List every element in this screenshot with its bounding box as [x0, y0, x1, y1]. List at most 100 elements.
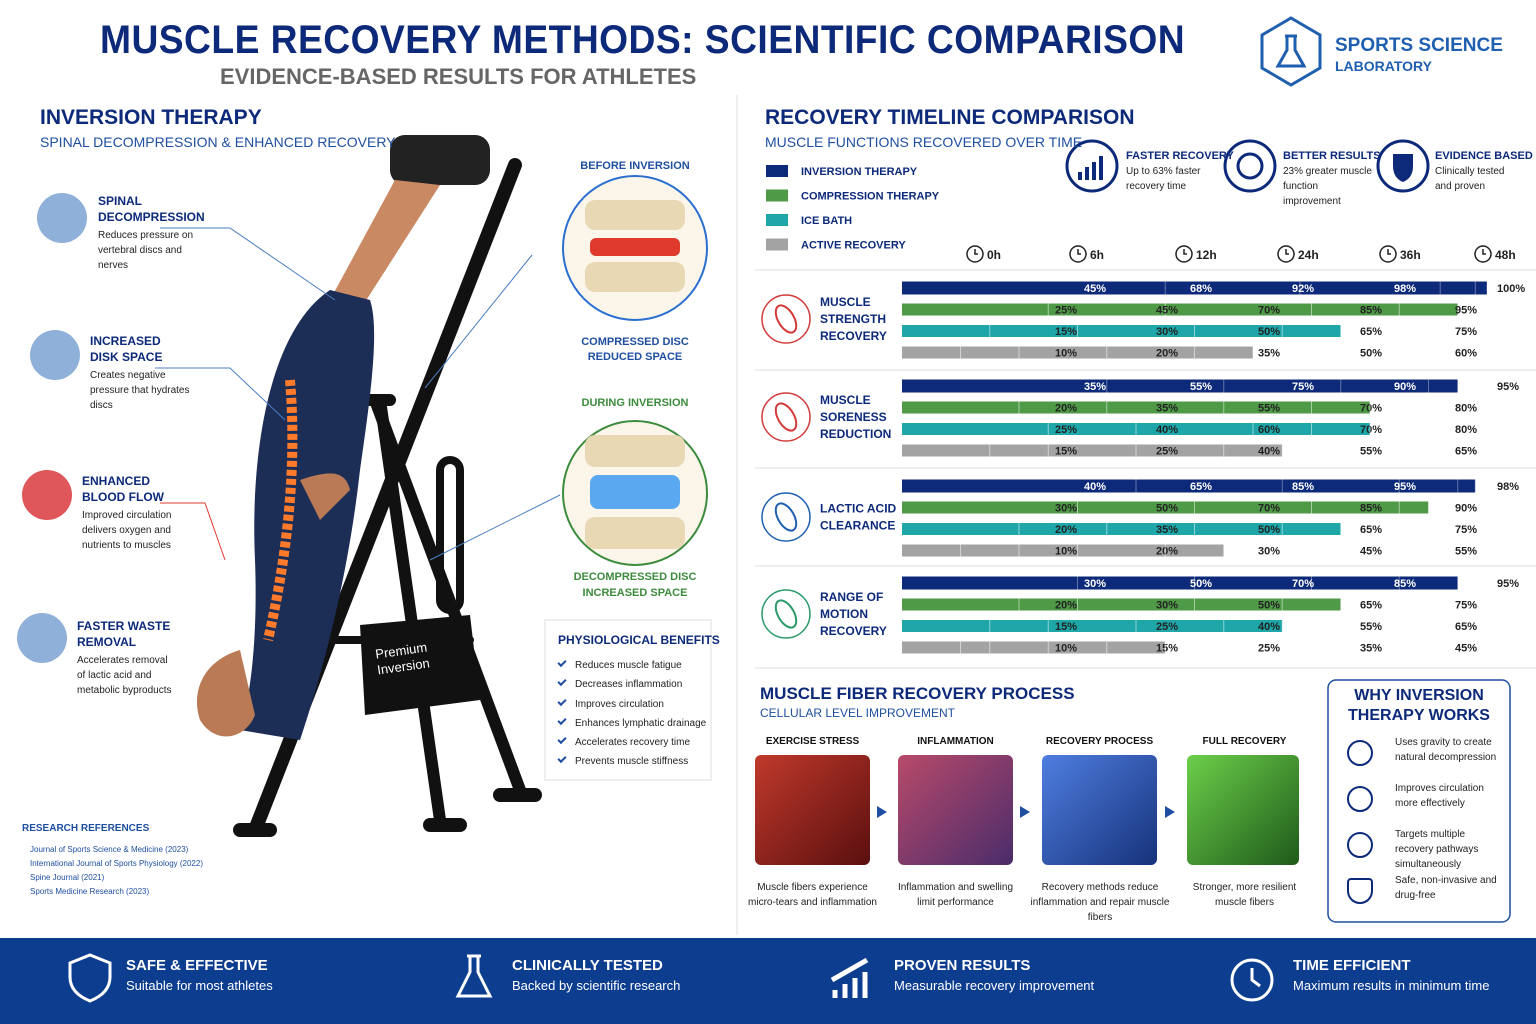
value-label: 70%: [1360, 424, 1382, 436]
value-label: 70%: [1360, 403, 1382, 415]
group-label: MUSCLE SORENESS REDUCTION: [820, 393, 891, 441]
benefit-item-text: Prevents muscle stiffness: [575, 756, 689, 768]
value-label: 70%: [1292, 578, 1314, 590]
value-label: 30%: [1084, 578, 1106, 590]
benefit-icon: [22, 470, 72, 520]
bar: [902, 346, 1253, 359]
page-title: MUSCLE RECOVERY METHODS: SCIENTIFIC COMP…: [100, 18, 1186, 62]
benefit-list: Reduces muscle fatigue Decreases inflamma…: [557, 657, 706, 774]
x-tick-label: 0h: [987, 248, 1001, 262]
footer-icon: [830, 957, 869, 998]
highlight-title: FASTER RECOVERY: [1126, 150, 1234, 162]
references-list: Journal of Sports Science & Medicine (20…: [22, 845, 203, 901]
clock-hands: [1387, 249, 1391, 255]
value-label: 25%: [1055, 424, 1077, 436]
why-item: Improves circulation more effectively: [1395, 783, 1484, 809]
pointer-line: [429, 494, 561, 561]
value-label: 30%: [1055, 503, 1077, 515]
group-label: LACTIC ACID CLEARANCE: [820, 502, 897, 533]
value-label: 15%: [1156, 643, 1178, 655]
value-label: 65%: [1360, 326, 1382, 338]
step-text: Stronger, more resilient muscle fibers: [1192, 882, 1297, 908]
footer-text: Suitable for most athletes: [126, 978, 273, 993]
value-label: 50%: [1190, 578, 1212, 590]
step-title: EXERCISE STRESS: [765, 736, 860, 747]
benefit-item: Accelerates recovery time: [557, 735, 706, 754]
benefit-text: Reduces pressure on vertebral discs and …: [98, 230, 194, 271]
value-label: 75%: [1455, 326, 1477, 338]
benefit-text: Improved circulation delivers oxygen and…: [82, 510, 172, 551]
value-label: 35%: [1156, 403, 1178, 415]
step-text: Muscle fibers experience micro-tears and…: [748, 882, 877, 908]
value-label: 68%: [1190, 283, 1212, 295]
value-label: 45%: [1156, 305, 1178, 317]
value-label: 45%: [1360, 546, 1382, 558]
footer-band: [0, 938, 1536, 1024]
why-icon: [1347, 786, 1373, 812]
group-label: RANGE OF MOTION RECOVERY: [820, 590, 887, 638]
value-label: 55%: [1258, 403, 1280, 415]
benefit-title: FASTER WASTE REMOVAL: [77, 619, 171, 649]
section-title: INVERSION THERAPY: [40, 106, 262, 129]
benefit-title: ENHANCED BLOOD FLOW: [82, 474, 164, 504]
reference: Sports Medicine Research (2023): [30, 887, 150, 896]
value-label: 25%: [1055, 305, 1077, 317]
value-label: 20%: [1055, 524, 1077, 536]
benefit-item: Improves circulation: [557, 696, 706, 716]
highlight-icon: [1376, 139, 1430, 193]
why-item: Uses gravity to create natural decompres…: [1395, 737, 1497, 763]
value-label: 65%: [1455, 621, 1477, 633]
legend-label: ACTIVE RECOVERY: [801, 240, 906, 252]
value-label: 60%: [1455, 348, 1477, 360]
bar: [902, 401, 1370, 414]
clock-icon: [1069, 245, 1087, 263]
value-label: 50%: [1360, 348, 1382, 360]
benefit-text: Creates negative pressure that hydrates …: [90, 370, 190, 411]
footer-text: Backed by scientific research: [512, 978, 681, 993]
value-label: 35%: [1156, 524, 1178, 536]
why-icon: [1347, 832, 1373, 858]
highlight-icon: [1065, 139, 1119, 193]
value-label: 50%: [1258, 600, 1280, 612]
value-label: 10%: [1055, 643, 1077, 655]
icon-bars: [1078, 156, 1103, 180]
value-label: 25%: [1156, 621, 1178, 633]
fiber-title: MUSCLE FIBER RECOVERY PROCESS: [760, 684, 1075, 703]
value-label: 30%: [1258, 546, 1280, 558]
chart-title: RECOVERY TIMELINE COMPARISON: [765, 106, 1135, 129]
inversion-table-illustration: [233, 158, 542, 837]
value-label: 70%: [1258, 503, 1280, 515]
bar: [902, 620, 1283, 632]
step-title: RECOVERY PROCESS: [1045, 736, 1154, 747]
value-label: 95%: [1394, 481, 1416, 493]
benefit-item: Decreases inflammation: [557, 677, 706, 696]
why-item: Safe, non-invasive and drug-free: [1395, 875, 1497, 901]
footer-icon: [1230, 958, 1274, 1002]
value-label: 40%: [1084, 481, 1106, 493]
value-label: 20%: [1055, 600, 1077, 612]
benefit-item: Enhances lymphatic drainage: [557, 715, 706, 735]
value-label: 75%: [1292, 381, 1314, 393]
icon-shield: [1393, 154, 1413, 182]
timeline-chart: INVERSION THERAPY COMPRESSION THERAPY ICE …: [761, 165, 1525, 655]
value-label: 50%: [1258, 326, 1280, 338]
value-label: 10%: [1055, 546, 1077, 558]
x-tick-label: 6h: [1090, 248, 1104, 262]
bar: [902, 444, 1283, 457]
footer-title: TIME EFFICIENT: [1293, 957, 1411, 974]
value-label: 40%: [1156, 424, 1178, 436]
footer-text: Measurable recovery improvement: [894, 978, 1095, 993]
disc-label: BEFORE INVERSION: [580, 160, 690, 172]
value-label: 35%: [1258, 348, 1280, 360]
value-label: 35%: [1084, 381, 1106, 393]
why-box: [1327, 679, 1511, 923]
bar: [902, 523, 1341, 535]
highlight-text: Up to 63% faster recovery time: [1126, 166, 1201, 192]
value-label: 25%: [1258, 643, 1280, 655]
legend-label: INVERSION THERAPY: [801, 166, 918, 178]
icon-target: [1236, 152, 1264, 180]
process-arrows: [877, 806, 1175, 818]
group-icon: [761, 589, 811, 639]
